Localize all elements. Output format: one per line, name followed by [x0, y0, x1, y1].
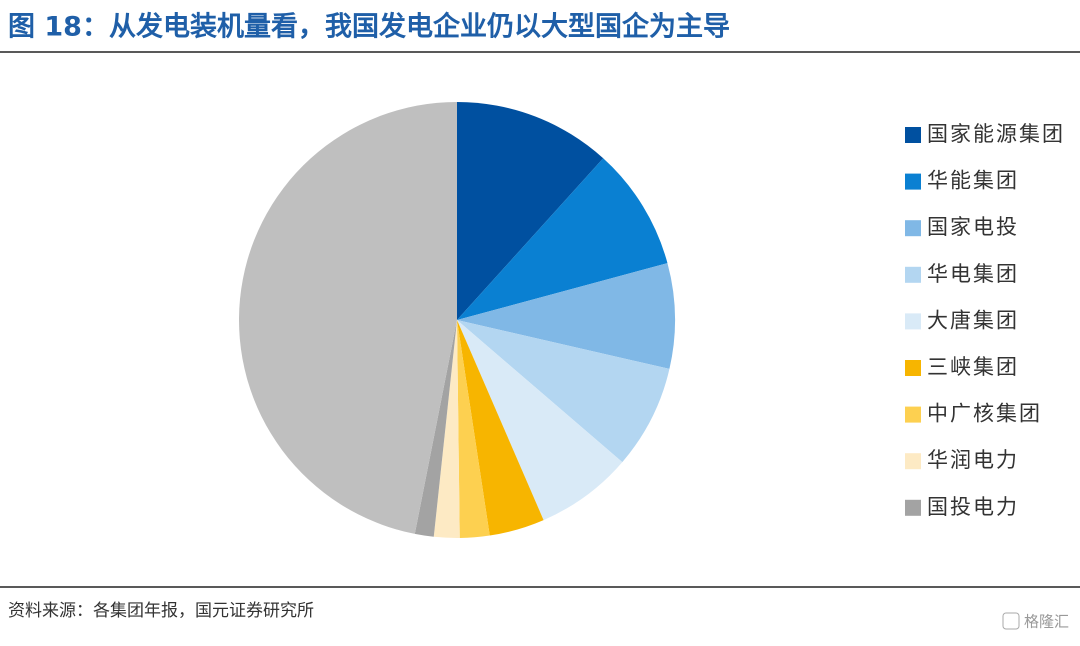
legend-swatch — [905, 499, 921, 516]
watermark-icon — [1002, 612, 1020, 630]
legend-label: 三峡集团 — [927, 355, 1019, 379]
legend-label: 大唐集团 — [927, 308, 1019, 332]
pie-slice — [239, 102, 457, 534]
legend-swatch — [905, 173, 921, 190]
pie-slice — [457, 102, 604, 320]
legend-swatch — [905, 127, 921, 143]
pie-slice — [457, 320, 670, 463]
legend-label: 国投电力 — [927, 495, 1019, 519]
pie-slice — [457, 320, 490, 538]
legend-swatch — [905, 313, 921, 330]
source-note: 资料来源：各集团年报，国元证券研究所 — [8, 601, 314, 621]
legend-label: 中广核集团 — [927, 402, 1042, 426]
pie-slice — [457, 320, 544, 536]
legend-swatch — [905, 453, 921, 470]
legend-swatch — [905, 406, 921, 423]
pie-slice — [414, 320, 457, 537]
legend-label: 华润电力 — [927, 448, 1019, 472]
watermark: 格隆汇 — [1024, 613, 1069, 631]
legend-label: 国家电投 — [927, 215, 1019, 239]
legend-swatch — [905, 220, 921, 237]
legend-label: 华电集团 — [927, 262, 1019, 286]
pie-slice — [457, 158, 668, 320]
legend-swatch — [905, 266, 921, 283]
pie-slice — [457, 263, 675, 369]
pie-slice — [433, 320, 460, 538]
legend-label: 国家能源集团 — [927, 122, 1065, 146]
chart-title: 图 18：从发电装机量看，我国发电企业仍以大型国企为主导 — [8, 11, 730, 43]
legend-swatch — [905, 360, 921, 376]
legend-label: 华能集团 — [927, 169, 1019, 193]
pie-slice — [457, 320, 623, 521]
